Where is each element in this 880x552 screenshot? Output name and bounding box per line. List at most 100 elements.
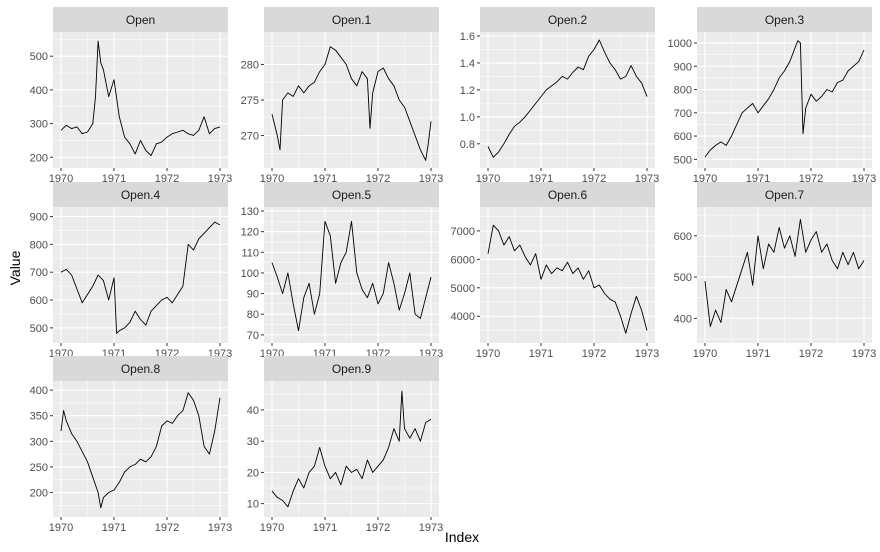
facet-strip	[53, 356, 228, 381]
y-tick-label: 0.8	[460, 139, 475, 151]
facet-strip	[480, 182, 655, 207]
series-line	[487, 39, 648, 158]
series-line	[60, 40, 221, 157]
y-tick-label: 1.4	[460, 58, 475, 70]
x-tick-label: 1973	[419, 522, 443, 534]
facet-strip	[264, 7, 439, 32]
y-tick-label: 400	[30, 85, 48, 97]
series-line	[487, 224, 648, 334]
y-axis-title: Value	[7, 250, 23, 285]
x-tick-label: 1970	[476, 348, 500, 360]
y-tick-label: 280	[241, 59, 259, 71]
y-tick-label: 40	[247, 405, 259, 417]
y-tick-label: 600	[30, 295, 48, 307]
facet-strip-label: Open.5	[332, 188, 372, 202]
y-tick-label: 110	[241, 247, 259, 259]
x-axis-title: Index	[445, 529, 479, 545]
series-line	[60, 221, 221, 334]
facet-panel: Open.8 1970 1971 1972 1973 200 250 300 350 400	[30, 356, 232, 534]
x-tick-label: 1972	[799, 348, 823, 360]
y-tick-label: 200	[30, 488, 48, 500]
facet-strip-label: Open.1	[332, 13, 372, 27]
facet-strip-label: Open.2	[548, 13, 588, 27]
y-tick-label: 7000	[451, 226, 475, 238]
y-tick-label: 600	[674, 231, 692, 243]
y-tick-label: 500	[674, 154, 692, 166]
facet-strip	[697, 182, 872, 207]
y-tick-label: 800	[674, 85, 692, 97]
y-tick-label: 700	[30, 267, 48, 279]
y-tick-label: 350	[30, 411, 48, 423]
y-tick-label: 900	[674, 61, 692, 73]
y-tick-label: 5000	[451, 283, 475, 295]
y-tick-label: 1.6	[460, 31, 475, 43]
y-tick-label: 400	[30, 385, 48, 397]
facet-panel: Open.9 1970 1971 1972 1973 10 20 30 40	[247, 356, 443, 534]
facet-strip	[53, 182, 228, 207]
facet-panel: Open.6 1970 1971 1972 1973 4000 5000 6000 7000	[451, 182, 659, 360]
y-tick-label: 4000	[451, 311, 475, 323]
x-tick-label: 1971	[102, 522, 126, 534]
y-tick-label: 300	[30, 436, 48, 448]
facet-strip	[697, 7, 872, 32]
x-tick-label: 1971	[746, 348, 770, 360]
series-line	[271, 390, 432, 508]
y-tick-label: 270	[241, 131, 259, 143]
y-tick-label: 6000	[451, 254, 475, 266]
y-tick-label: 300	[30, 119, 48, 131]
facet-strip-label: Open	[126, 13, 155, 27]
y-tick-label: 90	[247, 289, 259, 301]
y-tick-label: 120	[241, 227, 259, 239]
facet-strip	[264, 356, 439, 381]
y-tick-label: 500	[674, 272, 692, 284]
y-tick-label: 10	[247, 499, 259, 511]
y-tick-label: 500	[30, 51, 48, 63]
facet-strip-label: Open.6	[548, 188, 588, 202]
y-tick-label: 250	[30, 462, 48, 474]
x-tick-label: 1970	[260, 522, 284, 534]
y-tick-label: 80	[247, 309, 259, 321]
y-tick-label: 70	[247, 330, 259, 342]
y-tick-label: 400	[674, 313, 692, 325]
series-line	[704, 40, 865, 158]
y-tick-label: 130	[241, 206, 259, 218]
y-tick-label: 1.0	[460, 112, 475, 124]
facet-strip-label: Open.3	[765, 13, 805, 27]
y-tick-label: 900	[30, 212, 48, 224]
y-tick-label: 100	[241, 268, 259, 280]
x-tick-label: 1970	[693, 348, 717, 360]
y-tick-label: 1000	[668, 38, 692, 50]
facet-strip-label: Open.8	[121, 362, 161, 376]
x-tick-label: 1970	[49, 522, 73, 534]
facet-panel: Open.7 1970 1971 1972 1973 400 500 600	[674, 182, 876, 360]
x-tick-label: 1973	[635, 348, 659, 360]
y-tick-label: 1.2	[460, 85, 475, 97]
facet-strip	[53, 7, 228, 32]
facet-strip-label: Open.4	[121, 188, 161, 202]
x-tick-label: 1972	[582, 348, 606, 360]
y-tick-label: 600	[674, 131, 692, 143]
y-tick-label: 275	[241, 95, 259, 107]
y-tick-label: 500	[30, 323, 48, 335]
series-line	[271, 46, 432, 161]
series-line	[704, 218, 865, 328]
y-tick-label: 700	[674, 108, 692, 120]
y-tick-label: 30	[247, 436, 259, 448]
x-tick-label: 1972	[155, 522, 179, 534]
x-tick-label: 1971	[529, 348, 553, 360]
series-line	[60, 392, 221, 509]
y-tick-label: 20	[247, 467, 259, 479]
facet-strip-label: Open.7	[765, 188, 805, 202]
y-tick-label: 800	[30, 239, 48, 251]
facet-panels: Open 1970 1971 1972 1973 200 300 400 500 Open.1 19…	[30, 7, 876, 534]
series-line	[271, 220, 432, 332]
x-tick-label: 1973	[852, 348, 876, 360]
x-tick-label: 1971	[313, 522, 337, 534]
